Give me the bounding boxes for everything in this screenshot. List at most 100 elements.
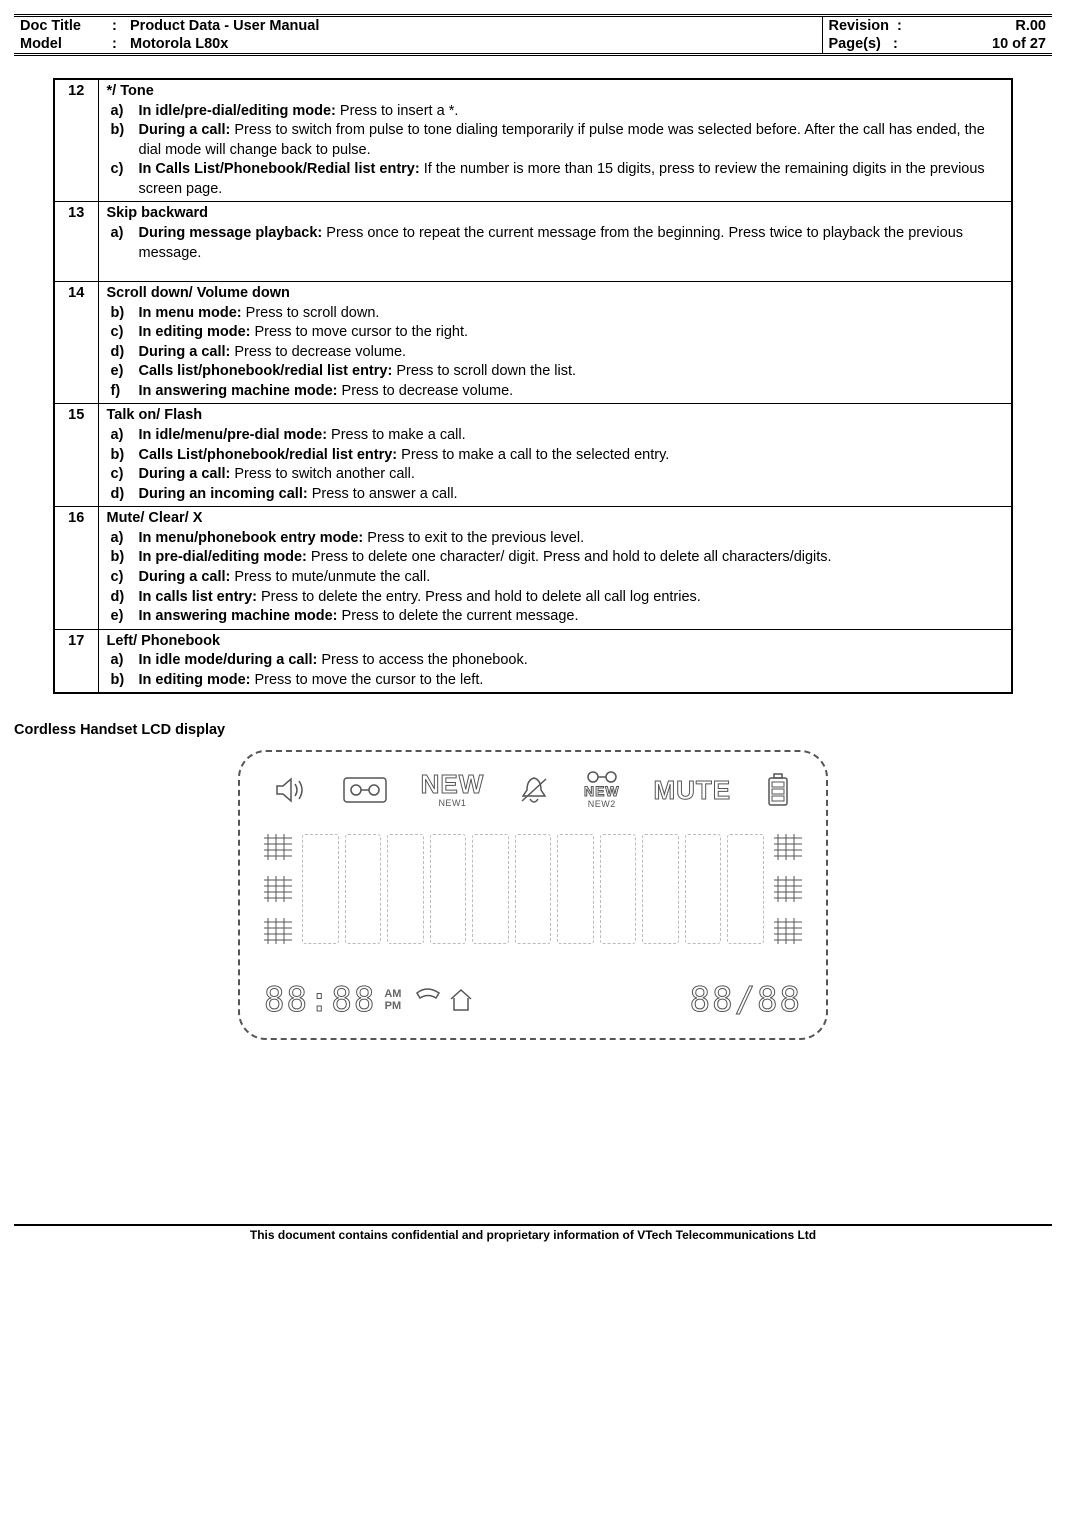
table-row: 12*/ Tonea)In idle/pre-dial/editing mode…	[54, 79, 1012, 202]
antenna-bars-right	[774, 834, 802, 944]
colon: :	[106, 17, 124, 35]
new1-sub: NEW1	[438, 799, 466, 808]
item-letter: a)	[111, 651, 124, 671]
new1-text: NEW	[421, 771, 485, 797]
item-text: Press to exit to the previous level.	[363, 530, 584, 546]
list-item: b)In editing mode: Press to move the cur…	[135, 671, 1004, 691]
antenna-block-icon	[264, 876, 292, 902]
item-text: Press to scroll down the list.	[392, 363, 576, 379]
handset-icon	[413, 987, 443, 1013]
list-item: b)Calls List/phonebook/redial list entry…	[135, 446, 1004, 466]
revision-label-text: Revision	[829, 18, 889, 34]
list-item: c)During a call: Press to switch another…	[135, 465, 1004, 485]
row-number: 13	[54, 202, 98, 282]
row-body: Talk on/ Flasha)In idle/menu/pre-dial mo…	[98, 404, 1012, 507]
char-slot	[430, 834, 467, 944]
new2-icon: NEW NEW2	[584, 770, 620, 809]
am-label: AM	[384, 988, 401, 1000]
item-letter: a)	[111, 102, 124, 122]
antenna-block-icon	[264, 834, 292, 860]
list-item: c)In editing mode: Press to move cursor …	[135, 323, 1004, 343]
char-slot	[642, 834, 679, 944]
doc-title-label: Doc Title	[14, 17, 106, 35]
item-letter: b)	[111, 121, 125, 141]
item-letter: d)	[111, 485, 125, 505]
row-number: 16	[54, 507, 98, 629]
lcd-wrapper: NEW NEW1 NEW NEW2 MUTE	[14, 750, 1052, 1044]
antenna-bars-left	[264, 834, 292, 944]
list-item: c)During a call: Press to mute/unmute th…	[135, 568, 1004, 588]
item-bold: In menu mode:	[139, 305, 242, 321]
item-text: Press to decrease volume.	[230, 344, 406, 360]
antenna-block-icon	[774, 834, 802, 860]
list-item: f) In answering machine mode: Press to d…	[135, 382, 1004, 402]
item-bold: During a call:	[139, 122, 231, 138]
item-bold: In calls list entry:	[139, 589, 257, 605]
date-segment-group: 88/88	[690, 980, 802, 1020]
date-segments: 88/88	[690, 980, 802, 1020]
lcd-display: NEW NEW1 NEW NEW2 MUTE	[238, 750, 828, 1040]
lcd-mid-row	[264, 834, 802, 944]
time-segments: 88:88	[264, 980, 376, 1020]
colon: :	[106, 35, 124, 53]
model-label: Model	[14, 35, 106, 53]
item-text: Press to decrease volume.	[338, 383, 514, 399]
item-letter: c)	[111, 465, 124, 485]
list-item: d)During an incoming call: Press to answ…	[135, 485, 1004, 505]
table-row: 13 Skip backwarda)During message playback…	[54, 202, 1012, 282]
row-number: 17	[54, 629, 98, 693]
row-number: 12	[54, 79, 98, 202]
item-text: Press to scroll down.	[242, 305, 380, 321]
item-bold: Calls List/phonebook/redial list entry:	[139, 447, 398, 463]
char-slot	[557, 834, 594, 944]
time-segment-group: 88:88 AM PM	[264, 980, 475, 1020]
item-letter: c)	[111, 160, 124, 180]
pages-label-text: Page(s)	[829, 36, 881, 52]
item-letter: c)	[111, 323, 124, 343]
item-text: Press to delete one character/ digit. Pr…	[307, 549, 832, 565]
list-item: b)In menu mode: Press to scroll down.	[135, 304, 1004, 324]
table-row: 15Talk on/ Flasha)In idle/menu/pre-dial …	[54, 404, 1012, 507]
list-item: b)In pre-dial/editing mode: Press to del…	[135, 548, 1004, 568]
lcd-section-heading: Cordless Handset LCD display	[14, 722, 1052, 738]
item-list: b)In menu mode: Press to scroll down.c)I…	[107, 304, 1004, 402]
list-item: a)In idle/menu/pre-dial mode: Press to m…	[135, 426, 1004, 446]
home-icon	[447, 987, 475, 1013]
lcd-top-row: NEW NEW1 NEW NEW2 MUTE	[240, 770, 826, 809]
item-text: Press to answer a call.	[308, 486, 458, 502]
item-text: Press to insert a *.	[336, 103, 459, 119]
item-letter: f)	[111, 382, 121, 402]
antenna-block-icon	[774, 918, 802, 944]
revision-label: Revision :	[822, 17, 922, 35]
antenna-block-icon	[264, 918, 292, 944]
item-letter: c)	[111, 568, 124, 588]
footer-text: This document contains confidential and …	[14, 1226, 1052, 1242]
char-slot	[600, 834, 637, 944]
item-letter: d)	[111, 588, 125, 608]
new2-sub: NEW2	[588, 800, 616, 809]
row-title: Scroll down/ Volume down	[107, 284, 1004, 304]
item-bold: In Calls List/Phonebook/Redial list entr…	[139, 161, 420, 177]
item-text: Press to make a call to the selected ent…	[397, 447, 669, 463]
speaker-icon	[275, 776, 309, 804]
revision-value: R.00	[922, 17, 1052, 35]
list-item: d)In calls list entry: Press to delete t…	[135, 588, 1004, 608]
row-body: Scroll down/ Volume downb)In menu mode: …	[98, 282, 1012, 404]
battery-icon	[765, 773, 791, 807]
row-title: */ Tone	[107, 82, 1004, 102]
row-title: Skip backward	[107, 204, 1004, 224]
list-item: c)In Calls List/Phonebook/Redial list en…	[135, 160, 1004, 199]
item-list: a)In idle/menu/pre-dial mode: Press to m…	[107, 426, 1004, 504]
list-item: e)In answering machine mode: Press to de…	[135, 607, 1004, 627]
item-text: Press to delete the current message.	[338, 608, 579, 624]
item-bold: During a call:	[139, 466, 231, 482]
item-text: Press to mute/unmute the call.	[230, 569, 430, 585]
item-bold: During a call:	[139, 569, 231, 585]
list-item: a)During message playback: Press once to…	[135, 224, 1004, 263]
item-bold: In editing mode:	[139, 324, 251, 340]
item-bold: In menu/phonebook entry mode:	[139, 530, 364, 546]
item-letter: d)	[111, 343, 125, 363]
item-letter: b)	[111, 304, 125, 324]
row-number: 15	[54, 404, 98, 507]
item-letter: e)	[111, 362, 124, 382]
